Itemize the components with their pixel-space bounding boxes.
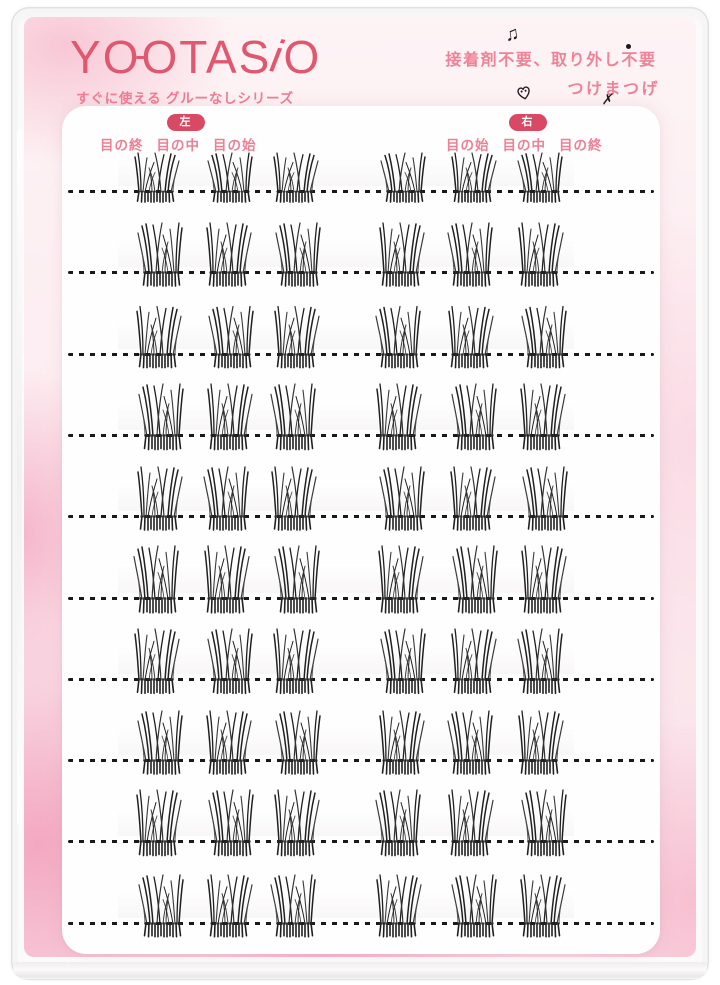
logo-letter: O [102,31,141,83]
lash-cluster [376,873,422,938]
lash-card: 左 右 目の終 目の中 目の始 目の始 目の中 目の終 [62,106,660,954]
lash-cluster [518,710,564,775]
lash-cluster [275,710,321,775]
lash-cluster [517,152,563,203]
lash-cluster [208,789,254,857]
lash-cluster [138,873,184,938]
lash-cluster [521,544,567,614]
lash-cluster [207,873,253,938]
logo-letter: O [141,31,180,83]
glasses-bridge-icon [136,55,146,59]
music-note-icon: ♫ [503,23,521,46]
lash-cluster [522,466,568,531]
lash-cluster [451,152,497,203]
lash-cluster [134,627,180,694]
lash-cluster [447,222,493,288]
lash-cluster [447,710,493,775]
left-eye-badge: 左 [167,114,205,131]
lash-row-line [68,466,654,531]
column-label: 目の中 [502,138,546,153]
lash-cluster [207,152,253,203]
claims-block: 接着剤不要、取り外し不要 つけまつげ [438,46,664,99]
lash-cluster [274,305,320,369]
lash-cluster [204,544,250,614]
lash-cluster [271,466,317,531]
claim-text: 接着剤不要、取り外し不要 [445,52,657,69]
lash-cluster [379,222,425,288]
lash-cluster [206,710,252,775]
lash-cluster [203,466,249,531]
lash-row-line [68,544,654,614]
right-eye-badge: 右 [509,114,547,131]
lash-cluster [521,789,567,857]
lash-cluster [375,789,421,857]
lash-cluster [520,383,566,451]
product-type-text: つけまつげ [567,81,660,98]
lash-cluster [376,383,422,451]
column-label: 目の始 [446,138,490,153]
lash-cluster [137,710,183,775]
lash-cluster [270,873,316,938]
column-label: 目の終 [100,138,144,153]
lash-cluster [379,710,425,775]
column-label: 目の終 [559,138,603,153]
lash-cluster [451,873,497,938]
case-reflection [17,130,22,825]
lash-cluster [207,627,253,694]
lash-cluster [274,789,320,857]
lash-cluster [274,544,320,614]
lash-row-line [68,383,654,451]
brand-logo: YOOTASiO [70,29,322,83]
lash-cluster [451,383,497,451]
lash-cluster [379,466,425,531]
lash-row-line [68,222,654,288]
lash-row-line [68,873,654,938]
lash-rows [62,106,660,954]
lash-cluster [380,152,426,203]
lash-cluster [137,222,183,288]
logo-letter: TAS [179,31,272,83]
heart-face-doodle-icon [517,86,530,100]
logo-letter: Y [70,31,103,83]
lash-cluster [375,305,421,369]
lash-cluster [136,789,182,857]
lash-cluster [448,305,494,369]
lash-cluster [137,466,183,531]
lash-cluster [448,789,494,857]
right-column-labels: 目の始 目の中 目の終 [446,134,603,154]
lash-cluster [378,544,424,614]
lash-cluster [275,222,321,288]
lash-cluster [134,152,180,203]
lash-cluster [273,152,319,203]
lash-cluster [521,305,567,369]
lash-cluster [208,305,254,369]
logo-letter: O [283,31,322,83]
lash-row-line [68,305,654,369]
lash-cluster [520,873,566,938]
lash-cluster [138,383,184,451]
lash-row-line [68,710,654,775]
dot-icon [626,44,631,49]
brand-tagline: すぐに使える グルーなしシリーズ [76,91,294,106]
lash-row-line [68,627,654,694]
lash-cluster [450,466,496,531]
lash-cluster [451,627,497,694]
lash-cluster [273,627,319,694]
lash-cluster [207,383,253,451]
lash-cluster [517,627,563,694]
lash-cluster [206,222,252,288]
column-label: 目の中 [156,138,200,153]
left-column-labels: 目の終 目の中 目の始 [100,134,257,154]
lash-cluster [136,305,182,369]
case-bottom-edge [13,962,707,979]
lash-cluster [452,544,498,614]
lash-row-line [68,789,654,857]
lash-cluster [133,544,179,614]
lash-row-line [68,152,654,203]
column-label: 目の始 [213,138,257,153]
lash-cluster [270,383,316,451]
lash-cluster [380,627,426,694]
lash-cluster [518,222,564,288]
